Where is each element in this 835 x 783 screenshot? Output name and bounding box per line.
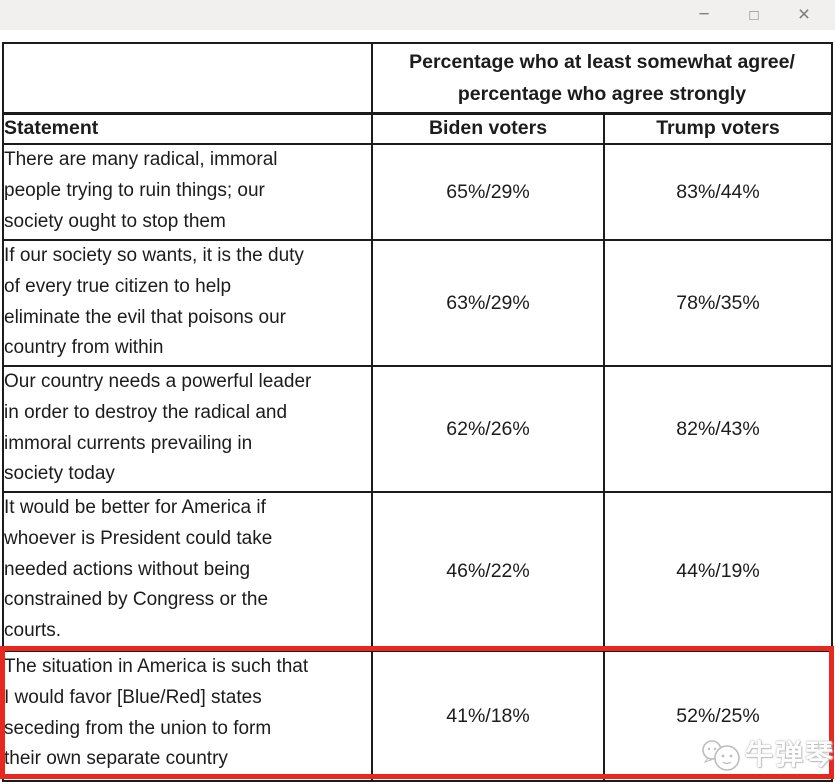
blank-corner-cell xyxy=(2,42,373,114)
statement-column-header: Statement xyxy=(2,111,373,145)
statement-line: in order to destroy the radical and xyxy=(4,401,288,423)
statement-line: of every true citizen to help xyxy=(4,275,232,297)
statement-line: constrained by Congress or the xyxy=(4,589,269,611)
table-row-highlighted: The situation in America is such that I … xyxy=(2,650,833,782)
table-row: If our society so wants, it is the duty … xyxy=(2,239,833,367)
biden-value-cell: 62%/26% xyxy=(371,365,605,493)
statement-line: Our country needs a powerful leader xyxy=(4,371,312,392)
minimize-icon: − xyxy=(698,4,710,25)
span-header-line-1: Percentage who at least somewhat agree/ xyxy=(409,50,795,73)
span-header-row: Percentage who at least somewhat agree/ … xyxy=(2,42,833,114)
table-row: There are many radical, immoral people t… xyxy=(2,143,833,241)
statement-line: courts. xyxy=(4,620,62,642)
statement-cell: If our society so wants, it is the duty … xyxy=(2,239,373,367)
statement-line: people trying to ruin things; our xyxy=(4,179,265,201)
window-titlebar: − □ × xyxy=(0,0,835,30)
statement-line: I would favor [Blue/Red] states xyxy=(4,686,262,708)
trump-value-cell: 83%/44% xyxy=(603,143,833,241)
trump-voters-column-header: Trump voters xyxy=(603,111,833,145)
statement-line: seceding from the union to form xyxy=(4,717,272,739)
statement-line: society today xyxy=(4,463,115,485)
statement-line: eliminate the evil that poisons our xyxy=(4,306,286,328)
statement-line: their own separate country xyxy=(4,748,228,770)
table-row: Our country needs a powerful leader in o… xyxy=(2,365,833,493)
column-header-row: Statement Biden voters Trump voters xyxy=(2,111,833,145)
survey-table: Percentage who at least somewhat agree/ … xyxy=(2,42,833,782)
trump-value-cell: 44%/19% xyxy=(603,491,833,652)
statement-line: It would be better for America if xyxy=(4,497,266,518)
biden-value-cell: 63%/29% xyxy=(371,239,605,367)
span-header-line-2: percentage who agree strongly xyxy=(457,82,747,105)
statement-line: society ought to stop them xyxy=(4,210,226,232)
trump-value-cell: 78%/35% xyxy=(603,239,833,367)
trump-value-cell: 82%/43% xyxy=(603,365,833,493)
statement-line: immoral currents prevailing in xyxy=(4,432,253,454)
statement-line: needed actions without being xyxy=(4,558,251,580)
maximize-button[interactable]: □ xyxy=(729,0,779,30)
biden-voters-column-header: Biden voters xyxy=(371,111,605,145)
close-button[interactable]: × xyxy=(779,0,829,30)
statement-line: whoever is President could take xyxy=(4,527,273,549)
close-icon: × xyxy=(797,3,811,26)
statement-line: The situation in America is such that xyxy=(4,656,309,677)
biden-value-cell: 41%/18% xyxy=(371,650,605,782)
statement-cell: Our country needs a powerful leader in o… xyxy=(2,365,373,493)
statement-cell: It would be better for America if whoeve… xyxy=(2,491,373,652)
statement-cell: There are many radical, immoral people t… xyxy=(2,143,373,241)
statement-line: If our society so wants, it is the duty xyxy=(4,245,304,266)
biden-value-cell: 46%/22% xyxy=(371,491,605,652)
span-header-cell: Percentage who at least somewhat agree/ … xyxy=(371,42,833,114)
statement-line: country from within xyxy=(4,337,164,359)
biden-value-cell: 65%/29% xyxy=(371,143,605,241)
statement-line: There are many radical, immoral xyxy=(4,149,278,170)
minimize-button[interactable]: − xyxy=(679,0,729,32)
trump-value-cell: 52%/25% xyxy=(603,650,833,782)
maximize-icon: □ xyxy=(749,6,759,24)
statement-cell: The situation in America is such that I … xyxy=(2,650,373,782)
table-row: It would be better for America if whoeve… xyxy=(2,491,833,652)
